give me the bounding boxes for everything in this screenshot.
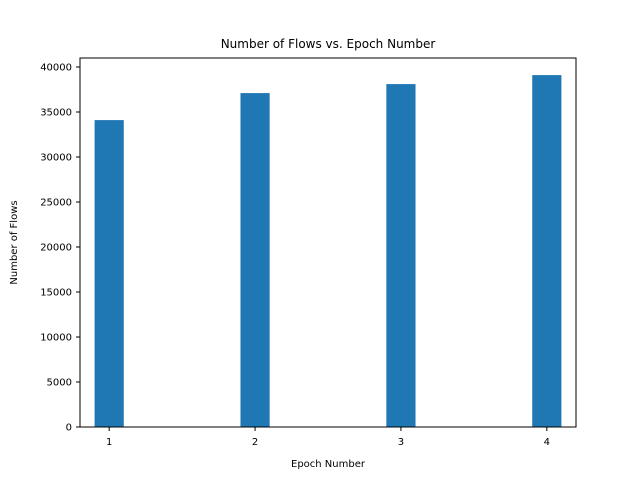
x-tick-label-4: 4 bbox=[544, 437, 550, 448]
bar-epoch-3 bbox=[386, 84, 416, 427]
y-tick-label-20000: 20000 bbox=[40, 243, 72, 254]
bar-epoch-2 bbox=[240, 93, 270, 427]
y-tick-label-5000: 5000 bbox=[47, 378, 72, 389]
x-axis-ticks: 1 2 3 4 bbox=[106, 427, 550, 448]
x-axis-label: Epoch Number bbox=[291, 459, 366, 470]
y-tick-label-40000: 40000 bbox=[40, 63, 72, 74]
chart-title: Number of Flows vs. Epoch Number bbox=[221, 37, 436, 51]
y-tick-label-15000: 15000 bbox=[40, 288, 72, 299]
bar-epoch-1 bbox=[94, 120, 124, 427]
x-tick-label-1: 1 bbox=[106, 437, 112, 448]
x-tick-label-2: 2 bbox=[252, 437, 258, 448]
y-tick-label-10000: 10000 bbox=[40, 333, 72, 344]
bar-epoch-4 bbox=[532, 75, 562, 427]
y-tick-label-0: 0 bbox=[66, 423, 72, 434]
y-tick-label-35000: 35000 bbox=[40, 108, 72, 119]
y-tick-label-30000: 30000 bbox=[40, 153, 72, 164]
plot-frame bbox=[79, 57, 577, 428]
y-axis-ticks: 0 5000 10000 15000 20000 25000 30000 35000 40000 bbox=[40, 63, 80, 434]
y-tick-label-25000: 25000 bbox=[40, 198, 72, 209]
plot-area bbox=[94, 75, 562, 427]
y-axis-label: Number of Flows bbox=[9, 200, 20, 284]
x-tick-label-3: 3 bbox=[398, 437, 404, 448]
